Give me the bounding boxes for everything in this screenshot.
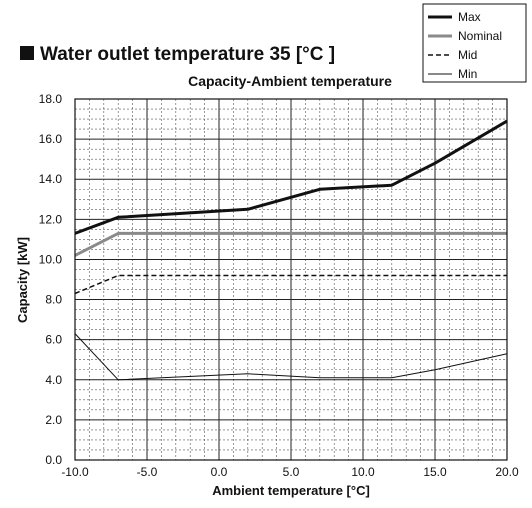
y-tick-label: 12.0 <box>39 212 63 226</box>
x-tick-label: 5.0 <box>283 465 300 479</box>
series-line-mid <box>74 274 507 295</box>
y-tick-label: 10.0 <box>39 252 63 266</box>
axis-ticks: -10.0 -5.0 0.0 5.0 10.0 15.0 20.0 0.0 2.0 4.0 6.0 8… <box>39 92 519 479</box>
grid <box>74 98 508 461</box>
chart-subtitle: Capacity-Ambient temperature <box>188 73 392 89</box>
y-tick-label: 6.0 <box>45 333 62 347</box>
series-lines <box>74 119 508 381</box>
plot-frame <box>74 98 508 461</box>
y-tick-label: 0.0 <box>45 453 62 467</box>
y-tick-label: 18.0 <box>39 92 63 106</box>
x-tick-label: 10.0 <box>351 465 375 479</box>
legend-label-min: Min <box>458 67 477 81</box>
legend: Max Nominal Mid Min <box>422 3 527 83</box>
y-tick-label: 8.0 <box>45 293 62 307</box>
legend-label-nominal: Nominal <box>458 29 502 43</box>
legend-label-max: Max <box>458 10 481 24</box>
y-tick-label: 4.0 <box>45 373 62 387</box>
x-tick-label: 0.0 <box>211 465 228 479</box>
title-marker <box>20 46 34 60</box>
x-tick-label: -10.0 <box>61 465 89 479</box>
y-tick-label: 14.0 <box>39 172 63 186</box>
series-line-max <box>74 119 508 235</box>
chart-title: Water outlet temperature 35 [°C ] <box>40 44 335 65</box>
x-axis-label: Ambient temperature [°C] <box>212 483 370 498</box>
x-tick-label: -5.0 <box>137 465 158 479</box>
x-tick-label: 15.0 <box>423 465 447 479</box>
y-tick-label: 2.0 <box>45 413 62 427</box>
x-tick-label: 20.0 <box>495 465 519 479</box>
series-line-nominal <box>74 231 507 257</box>
legend-label-mid: Mid <box>458 48 477 62</box>
series-line-min <box>74 333 508 381</box>
y-tick-label: 16.0 <box>39 132 63 146</box>
y-axis-label: Capacity [kW] <box>15 237 30 323</box>
